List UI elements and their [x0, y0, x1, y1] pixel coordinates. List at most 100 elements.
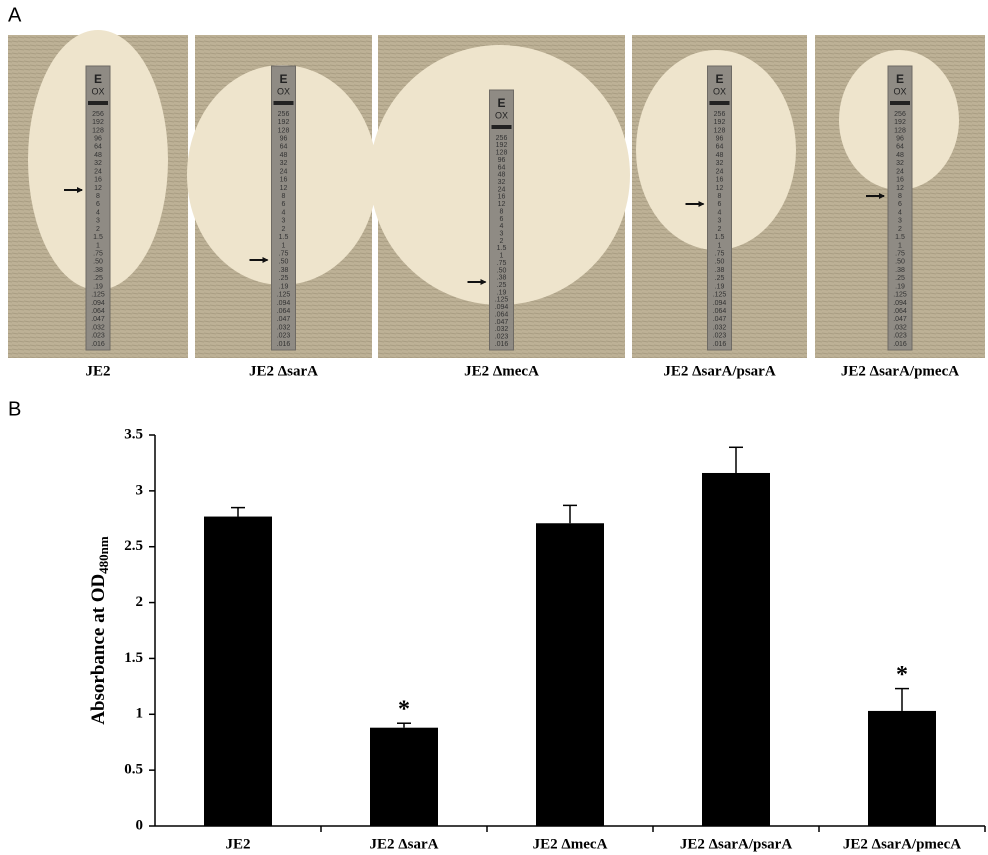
y-tick-label: 3: [136, 482, 144, 498]
strip-scale-label: .25: [715, 275, 725, 282]
strip-scale-label: 192: [714, 119, 726, 126]
strip-scale-label: .125: [495, 297, 509, 304]
strip-scale-label: .125: [277, 292, 291, 299]
strip-scale-label: .016: [277, 341, 291, 348]
strip-scale-label: 4: [500, 223, 504, 230]
strip-scale-label: 1: [282, 242, 286, 249]
strip-drug: OX: [713, 86, 726, 96]
strip-scale-label: 96: [716, 135, 724, 142]
y-tick-label: 0: [136, 817, 144, 833]
strip-scale-label: .19: [93, 283, 103, 290]
strip-scale-label: 128: [278, 127, 290, 134]
strip-scale-label: 32: [498, 179, 506, 186]
x-tick-label: JE2: [225, 836, 250, 852]
strip-scale-label: .38: [895, 267, 905, 274]
y-axis-label: Absorbance at OD480nm: [88, 536, 111, 725]
strip-scale-label: 64: [94, 144, 102, 151]
strip-scale-label: 1.5: [715, 234, 725, 241]
strip-brand: E: [896, 72, 904, 86]
strip-scale-label: 96: [498, 157, 506, 164]
strip-scale-label: 24: [716, 168, 724, 175]
strip-scale-label: .38: [279, 267, 289, 274]
strip-scale-label: .064: [893, 308, 907, 315]
strip-scale-label: .016: [893, 341, 907, 348]
strip-scale-label: .25: [279, 275, 289, 282]
strip-scale-label: .032: [277, 324, 291, 331]
strip-scale-label: 192: [496, 142, 508, 149]
strip-scale-label: .50: [497, 267, 507, 274]
strip-scale-label: .023: [277, 333, 291, 340]
strip-scale-label: .75: [715, 250, 725, 257]
strip-scale-label: 6: [282, 201, 286, 208]
strip-scale-label: 1: [718, 242, 722, 249]
strip-scale-label: .19: [497, 289, 507, 296]
strip-scale-label: 4: [718, 209, 722, 216]
strip-scale-label: .38: [497, 275, 507, 282]
strip-scale-label: 8: [898, 193, 902, 200]
strip-scale-label: 128: [496, 150, 508, 157]
strip-bar: [710, 101, 730, 105]
strip-scale-label: 3: [718, 218, 722, 225]
strip-scale-label: .38: [93, 267, 103, 274]
strip-scale-label: 12: [896, 185, 904, 192]
strip-scale-label: 32: [716, 160, 724, 167]
x-tick-label: JE2 ΔsarA/psarA: [680, 836, 792, 852]
strip-drug: OX: [91, 86, 104, 96]
x-tick-label: JE2 ΔsarA: [370, 836, 439, 852]
photo-label: JE2 ΔmecA: [464, 363, 539, 379]
bar: [204, 517, 272, 826]
strip-brand: E: [94, 72, 102, 86]
photo: EOX25619212896644832241612864321.51.75.5…: [815, 35, 985, 358]
strip-scale-label: 64: [716, 144, 724, 151]
strip-scale-label: 1.5: [895, 234, 905, 241]
photos: EOX25619212896644832241612864321.51.75.5…: [8, 30, 985, 379]
panel-letter: A: [8, 4, 22, 26]
strip-scale-label: 2: [898, 226, 902, 233]
strip-scale-label: 8: [282, 193, 286, 200]
strip-scale-label: .047: [713, 316, 727, 323]
strip-scale-label: .125: [893, 292, 907, 299]
bar: [868, 711, 936, 826]
photo-label: JE2 ΔsarA: [249, 363, 318, 379]
strip-scale-label: 128: [894, 127, 906, 134]
strip-scale-label: 32: [896, 160, 904, 167]
y-tick-label: 2: [136, 594, 144, 610]
strip-scale-label: 32: [94, 160, 102, 167]
strip-scale-label: .047: [893, 316, 907, 323]
strip-scale-label: 3: [500, 230, 504, 237]
bar: [370, 728, 438, 826]
y-tick-label: 3.5: [124, 426, 143, 442]
photo: EOX25619212896644832241612864321.51.75.5…: [632, 35, 807, 358]
strip-scale-label: .75: [93, 250, 103, 257]
strip-scale-label: .25: [895, 275, 905, 282]
strip-scale-label: .25: [497, 282, 507, 289]
strip-scale-label: 8: [718, 193, 722, 200]
photo: EOX25619212896644832241612864321.51.75.5…: [8, 30, 188, 358]
strip-scale-label: .064: [91, 308, 105, 315]
strip-scale-label: 192: [894, 119, 906, 126]
y-tick-label: 1.5: [124, 650, 143, 666]
figure: A EOX25619212896644832241612864321.51.75…: [0, 0, 988, 855]
strip-scale-label: .064: [495, 311, 509, 318]
strip-scale-label: .75: [895, 250, 905, 257]
strip-scale-label: 4: [96, 209, 100, 216]
strip-scale-label: 2: [718, 226, 722, 233]
strip-scale-label: 24: [94, 168, 102, 175]
bar: [702, 473, 770, 826]
strip-scale-label: 128: [714, 127, 726, 134]
strip-drug: OX: [277, 86, 290, 96]
strip-scale-label: 3: [96, 218, 100, 225]
strip-scale-label: 2: [282, 226, 286, 233]
strip-bar: [492, 125, 512, 129]
strip-scale-label: .125: [91, 292, 105, 299]
strip-scale-label: 16: [896, 177, 904, 184]
strip-scale-label: .064: [277, 308, 291, 315]
strip-scale-label: 6: [96, 201, 100, 208]
strip-scale-label: .023: [91, 333, 105, 340]
panel-letter: B: [8, 398, 21, 420]
strip-scale-label: 256: [278, 111, 290, 118]
strip-scale-label: .094: [893, 300, 907, 307]
strip-scale-label: 1: [500, 253, 504, 260]
strip-brand: E: [715, 72, 723, 86]
strip-scale-label: .023: [495, 333, 509, 340]
